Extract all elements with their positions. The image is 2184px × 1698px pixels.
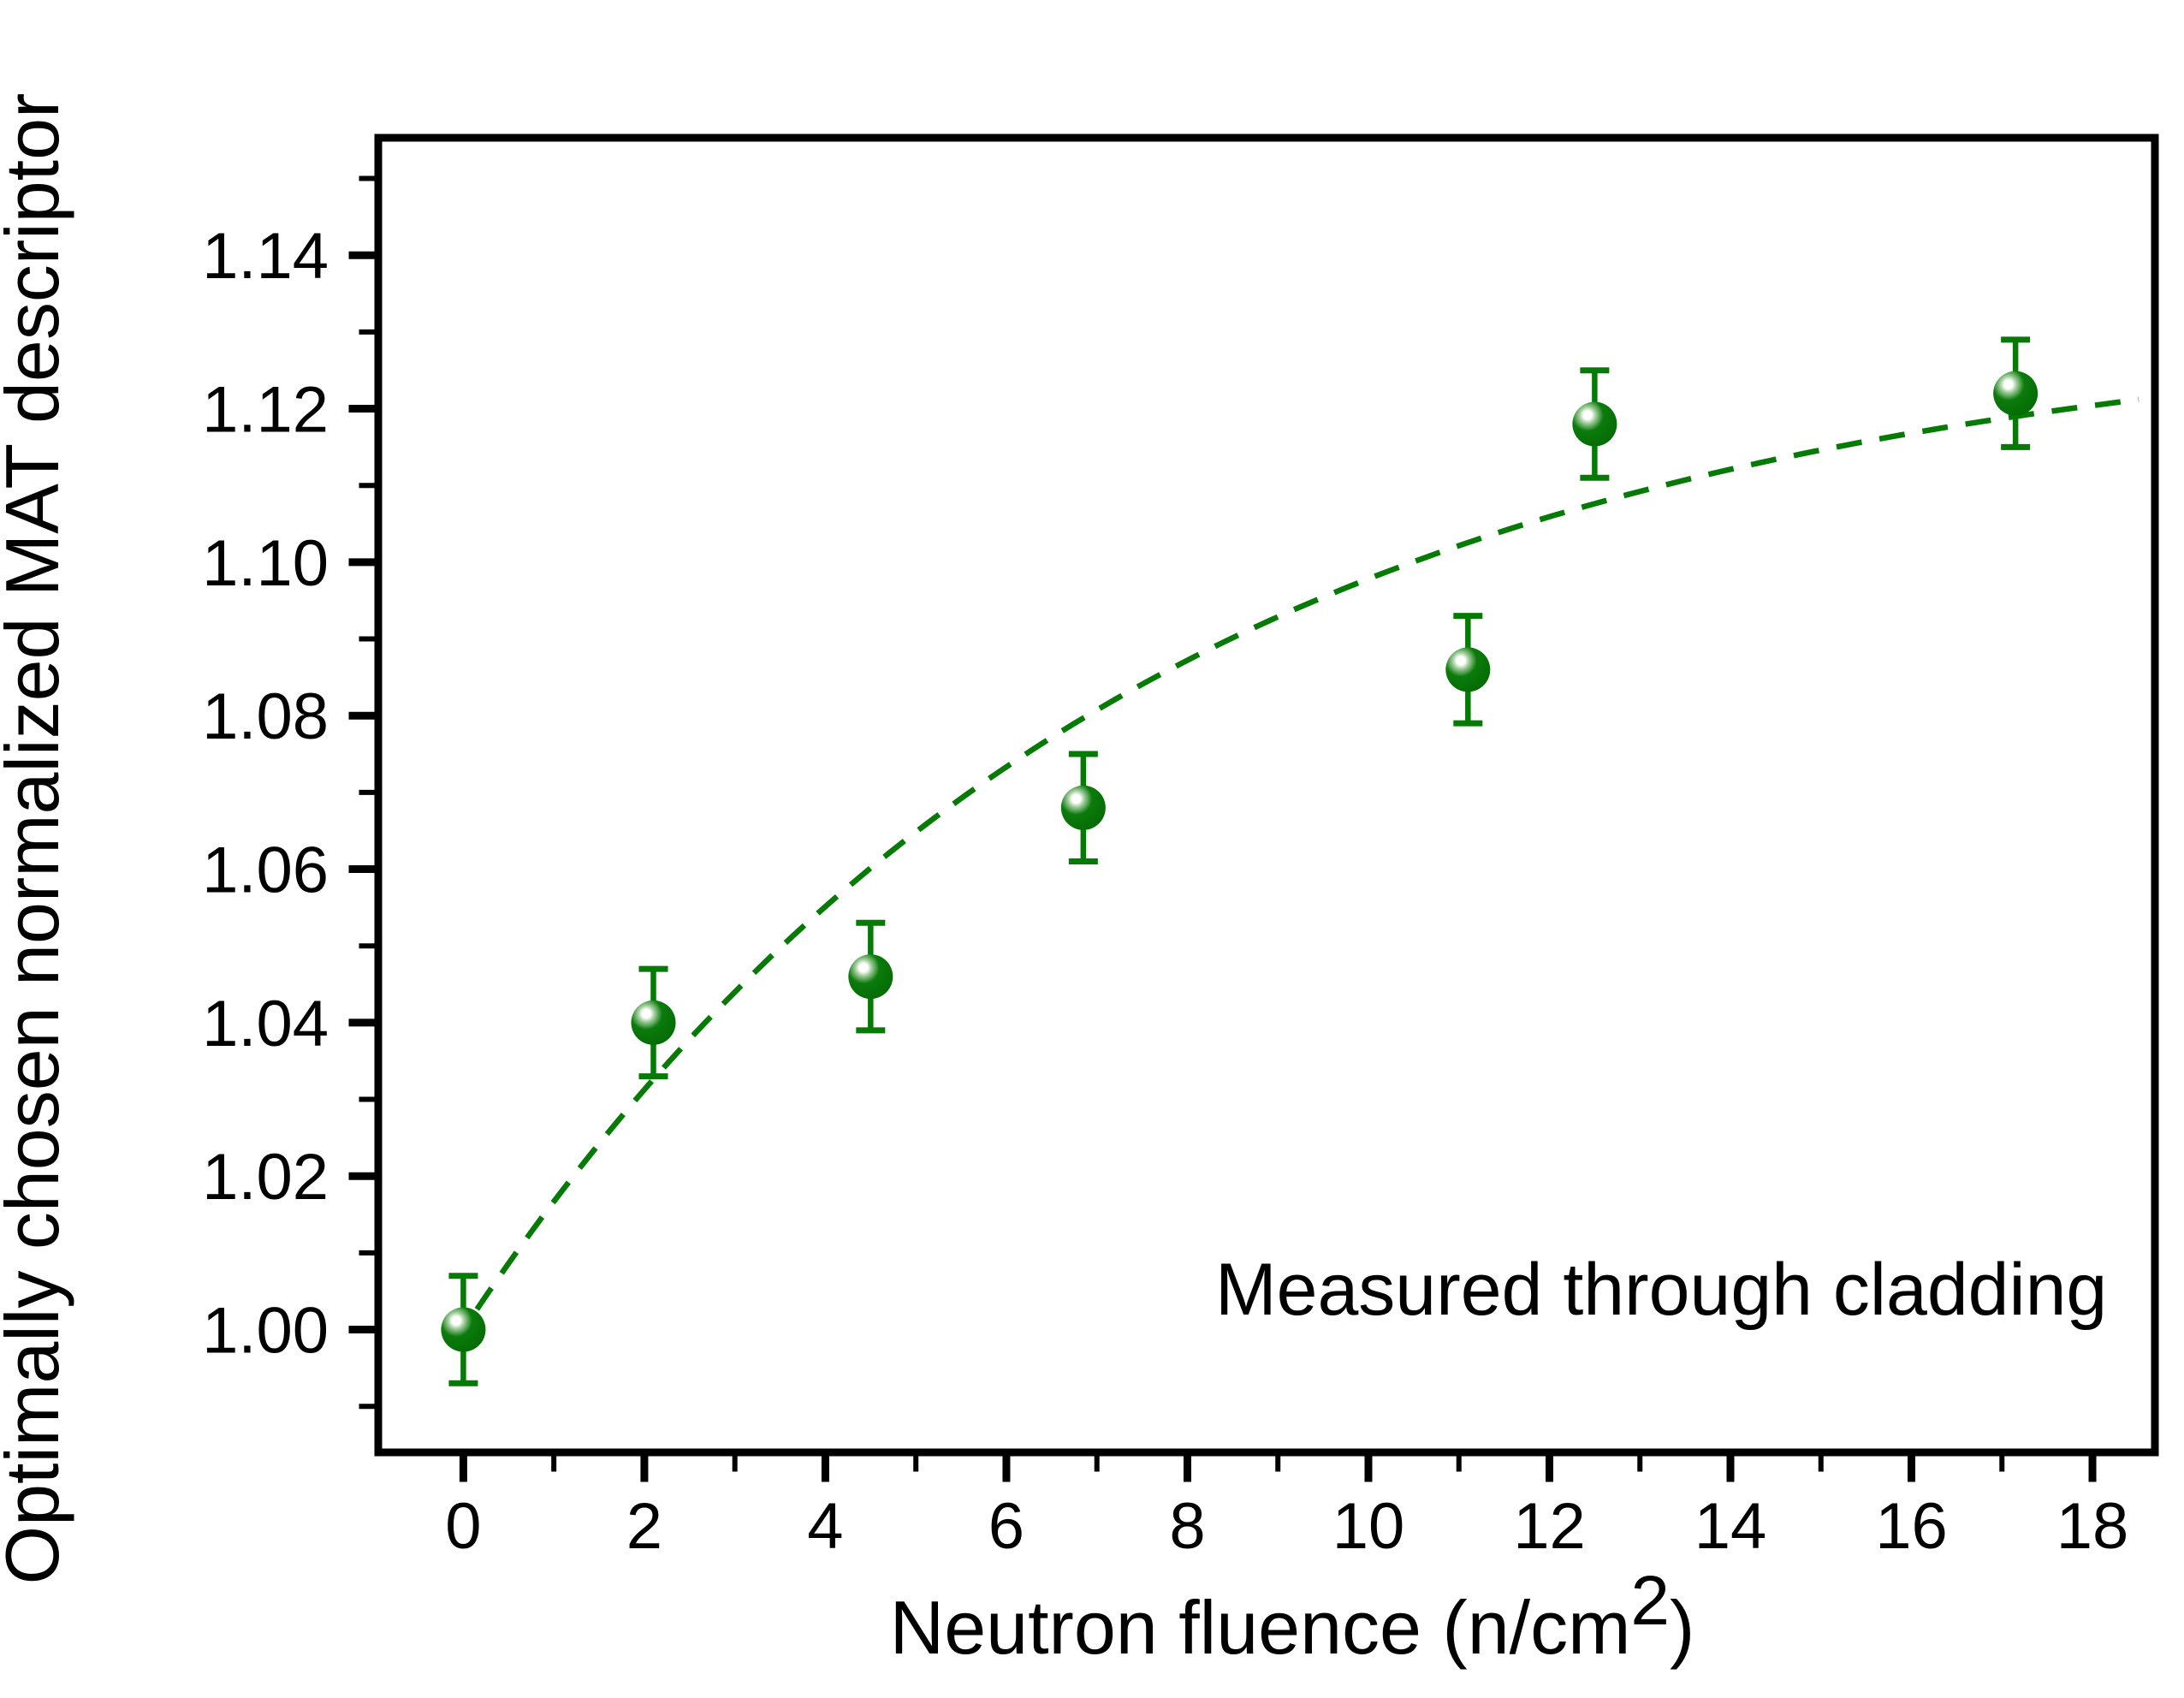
x-tick-label-0: 0 (445, 1490, 481, 1563)
y-tick-label-1.02: 1.02 (202, 1141, 329, 1214)
data-point-2 (848, 954, 893, 1000)
x-tick-label-6: 6 (988, 1490, 1024, 1563)
data-point-4 (1445, 647, 1491, 692)
annotation-measured-through-cladding: Measured through cladding (1215, 1249, 2107, 1331)
data-point-3 (1060, 785, 1106, 830)
y-tick-label-1.00: 1.00 (202, 1295, 329, 1368)
x-tick-label-8: 8 (1169, 1490, 1205, 1563)
y-tick-label-1.08: 1.08 (202, 680, 329, 753)
x-tick-label-12: 12 (1513, 1490, 1586, 1563)
fit-curve-dashed-line (474, 396, 2139, 1311)
plot-border (374, 134, 2159, 1457)
data-point-6 (1993, 371, 2039, 416)
y-tick-label-1.06: 1.06 (202, 834, 329, 907)
x-tick-label-16: 16 (1875, 1490, 1948, 1563)
x-tick-label-2: 2 (626, 1490, 662, 1563)
x-axis-title: Neutron fluence (n/cm2) (890, 1562, 1695, 1670)
x-tick-label-10: 10 (1332, 1490, 1405, 1563)
data-point-1 (631, 1000, 676, 1045)
y-tick-label-1.14: 1.14 (202, 220, 329, 293)
y-tick-label-1.12: 1.12 (202, 374, 329, 447)
y-tick-label-1.04: 1.04 (202, 988, 329, 1060)
data-point-0 (441, 1307, 486, 1352)
x-tick-label-14: 14 (1694, 1490, 1767, 1563)
y-tick-label-1.10: 1.10 (202, 527, 329, 600)
x-tick-label-4: 4 (807, 1490, 843, 1563)
y-axis-title: Optimally chosen normalized MAT descript… (0, 93, 74, 1585)
data-point-5 (1572, 401, 1617, 447)
x-tick-label-18: 18 (2056, 1490, 2129, 1563)
